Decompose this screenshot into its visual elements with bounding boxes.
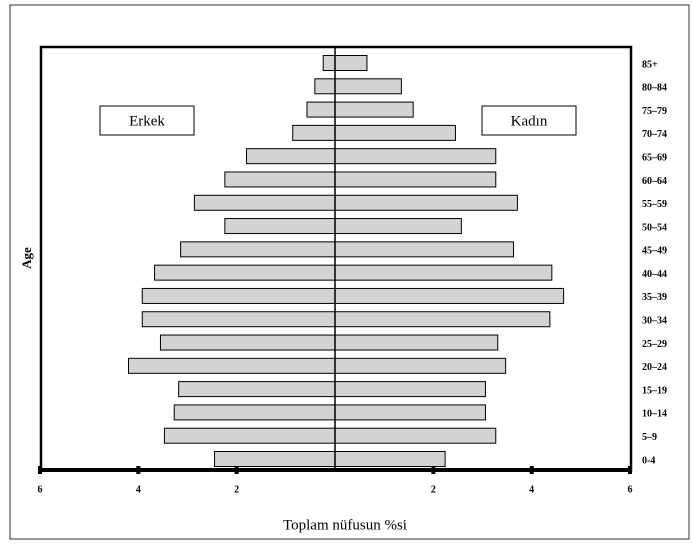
y-tick-label: 50–54 bbox=[642, 222, 667, 233]
x-axis-label: Toplam nüfusun %si bbox=[283, 517, 407, 533]
bar bbox=[173, 404, 336, 421]
legend-label: Erkek bbox=[129, 113, 165, 129]
bar bbox=[334, 218, 462, 235]
bar bbox=[178, 381, 336, 398]
bar bbox=[334, 55, 368, 71]
y-tick-label: 25–29 bbox=[642, 339, 667, 350]
bar bbox=[306, 101, 336, 118]
bar bbox=[141, 287, 336, 304]
x-tick-label: 2 bbox=[234, 484, 239, 495]
x-tick-label: 4 bbox=[529, 484, 534, 495]
bar bbox=[193, 194, 336, 211]
bar bbox=[334, 334, 499, 351]
legend-box bbox=[481, 105, 577, 136]
bar bbox=[292, 124, 336, 141]
legend-box bbox=[99, 105, 195, 136]
bar bbox=[334, 311, 551, 328]
bar bbox=[334, 287, 565, 304]
y-tick-label: 10–14 bbox=[642, 409, 667, 420]
bar bbox=[334, 171, 497, 188]
y-tick-label: 5–9 bbox=[642, 432, 657, 443]
bar bbox=[334, 404, 486, 421]
bar bbox=[128, 357, 336, 374]
bar bbox=[163, 427, 336, 444]
bar bbox=[334, 357, 507, 374]
bar bbox=[334, 427, 497, 444]
bar bbox=[334, 124, 456, 141]
y-axis-label: Age bbox=[19, 247, 34, 269]
y-tick-label: 45–49 bbox=[642, 246, 667, 257]
y-tick-label: 75–79 bbox=[642, 106, 667, 117]
y-tick-label: 20–24 bbox=[642, 362, 667, 373]
bar bbox=[322, 55, 336, 71]
y-tick-label: 40–44 bbox=[642, 269, 667, 280]
legend-label: Kadın bbox=[511, 113, 548, 129]
bar bbox=[224, 171, 336, 188]
x-tick-label: 2 bbox=[431, 484, 436, 495]
y-tick-label: 55–59 bbox=[642, 199, 667, 210]
bar bbox=[334, 78, 402, 95]
y-tick-label: 30–34 bbox=[642, 316, 667, 327]
bar bbox=[334, 241, 514, 258]
bar bbox=[334, 451, 446, 467]
bar bbox=[141, 311, 336, 328]
bar bbox=[334, 381, 486, 398]
bar bbox=[246, 148, 336, 165]
x-tick-label: 4 bbox=[136, 484, 141, 495]
y-tick-label: 15–19 bbox=[642, 385, 667, 396]
bar bbox=[334, 194, 518, 211]
x-tick-label: 6 bbox=[38, 484, 43, 495]
bar bbox=[180, 241, 336, 258]
bar bbox=[224, 218, 336, 235]
bar bbox=[334, 148, 497, 165]
y-tick-label: 80–84 bbox=[642, 83, 667, 94]
bar bbox=[334, 264, 553, 281]
bar bbox=[314, 78, 336, 95]
bar bbox=[159, 334, 336, 351]
y-tick-label: 85+ bbox=[642, 59, 658, 70]
bar bbox=[154, 264, 336, 281]
bar bbox=[214, 451, 336, 467]
y-tick-label: 65–69 bbox=[642, 152, 667, 163]
y-tick-label: 0-4 bbox=[642, 455, 655, 466]
x-tick-label: 6 bbox=[628, 484, 633, 495]
bar bbox=[334, 101, 414, 118]
y-tick-label: 35–39 bbox=[642, 292, 667, 303]
y-tick-label: 70–74 bbox=[642, 129, 667, 140]
y-tick-label: 60–64 bbox=[642, 176, 667, 187]
